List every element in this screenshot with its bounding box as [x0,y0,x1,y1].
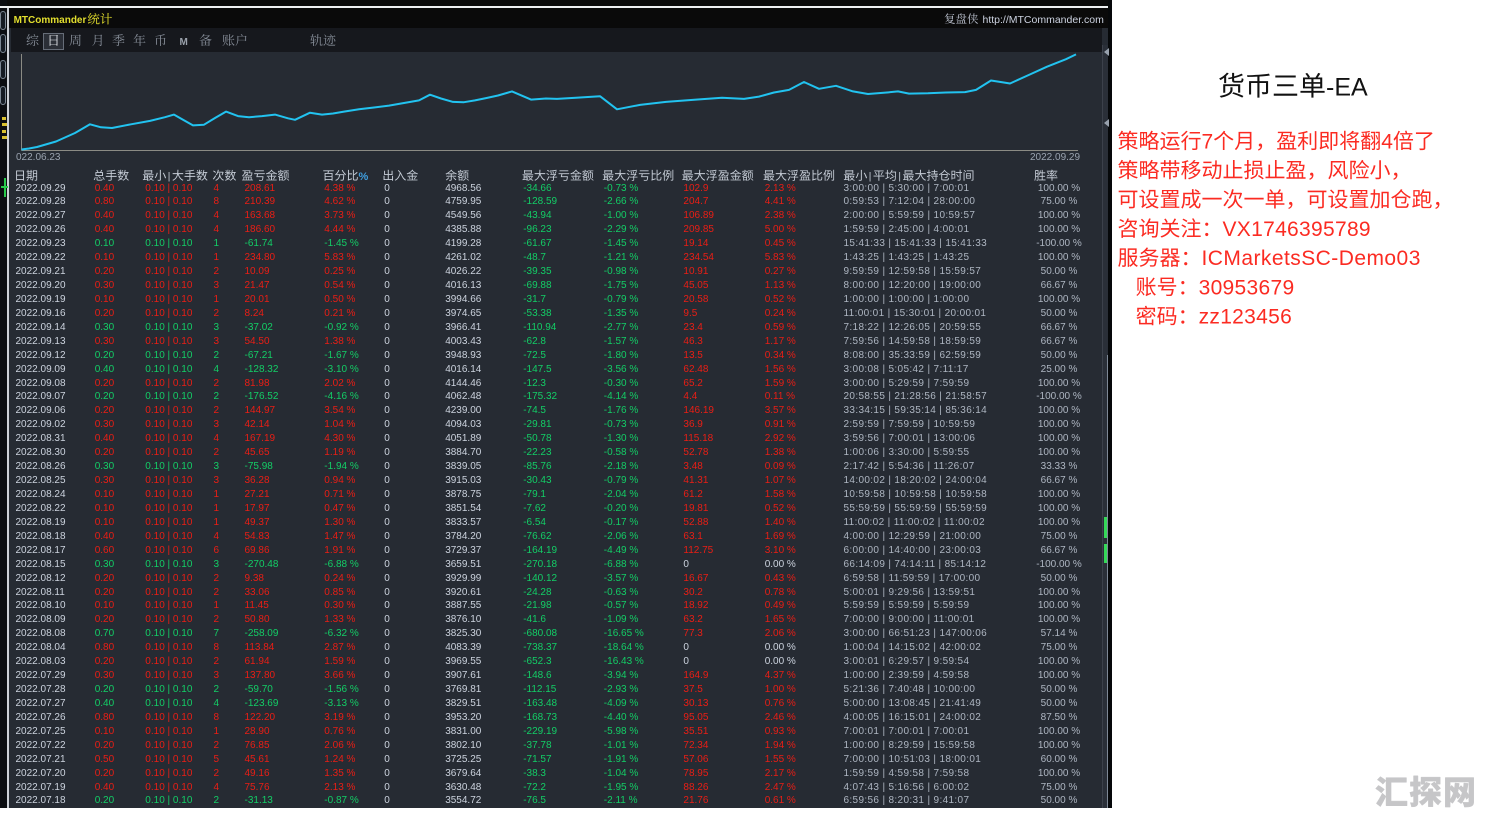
svg-text:MTCommander: MTCommander [14,15,87,26]
svg-text:M: M [180,37,188,48]
svg-text:%: % [359,171,369,183]
svg-text:30953679: 30953679 [1199,276,1295,299]
svg-text:http://MTCommander.com: http://MTCommander.com [983,14,1105,26]
svg-text:|: | [869,171,872,182]
svg-text:zz123456: zz123456 [1199,306,1292,329]
svg-text:7: 7 [1202,130,1214,153]
svg-text:VX1746395789: VX1746395789 [1223,218,1371,241]
svg-text:4: 4 [1381,130,1393,153]
svg-text:ICMarketsSC-Demo03: ICMarketsSC-Demo03 [1202,247,1421,270]
svg-text:|: | [898,171,901,182]
svg-text:|: | [168,171,171,182]
svg-text:-EA: -EA [1326,74,1368,102]
